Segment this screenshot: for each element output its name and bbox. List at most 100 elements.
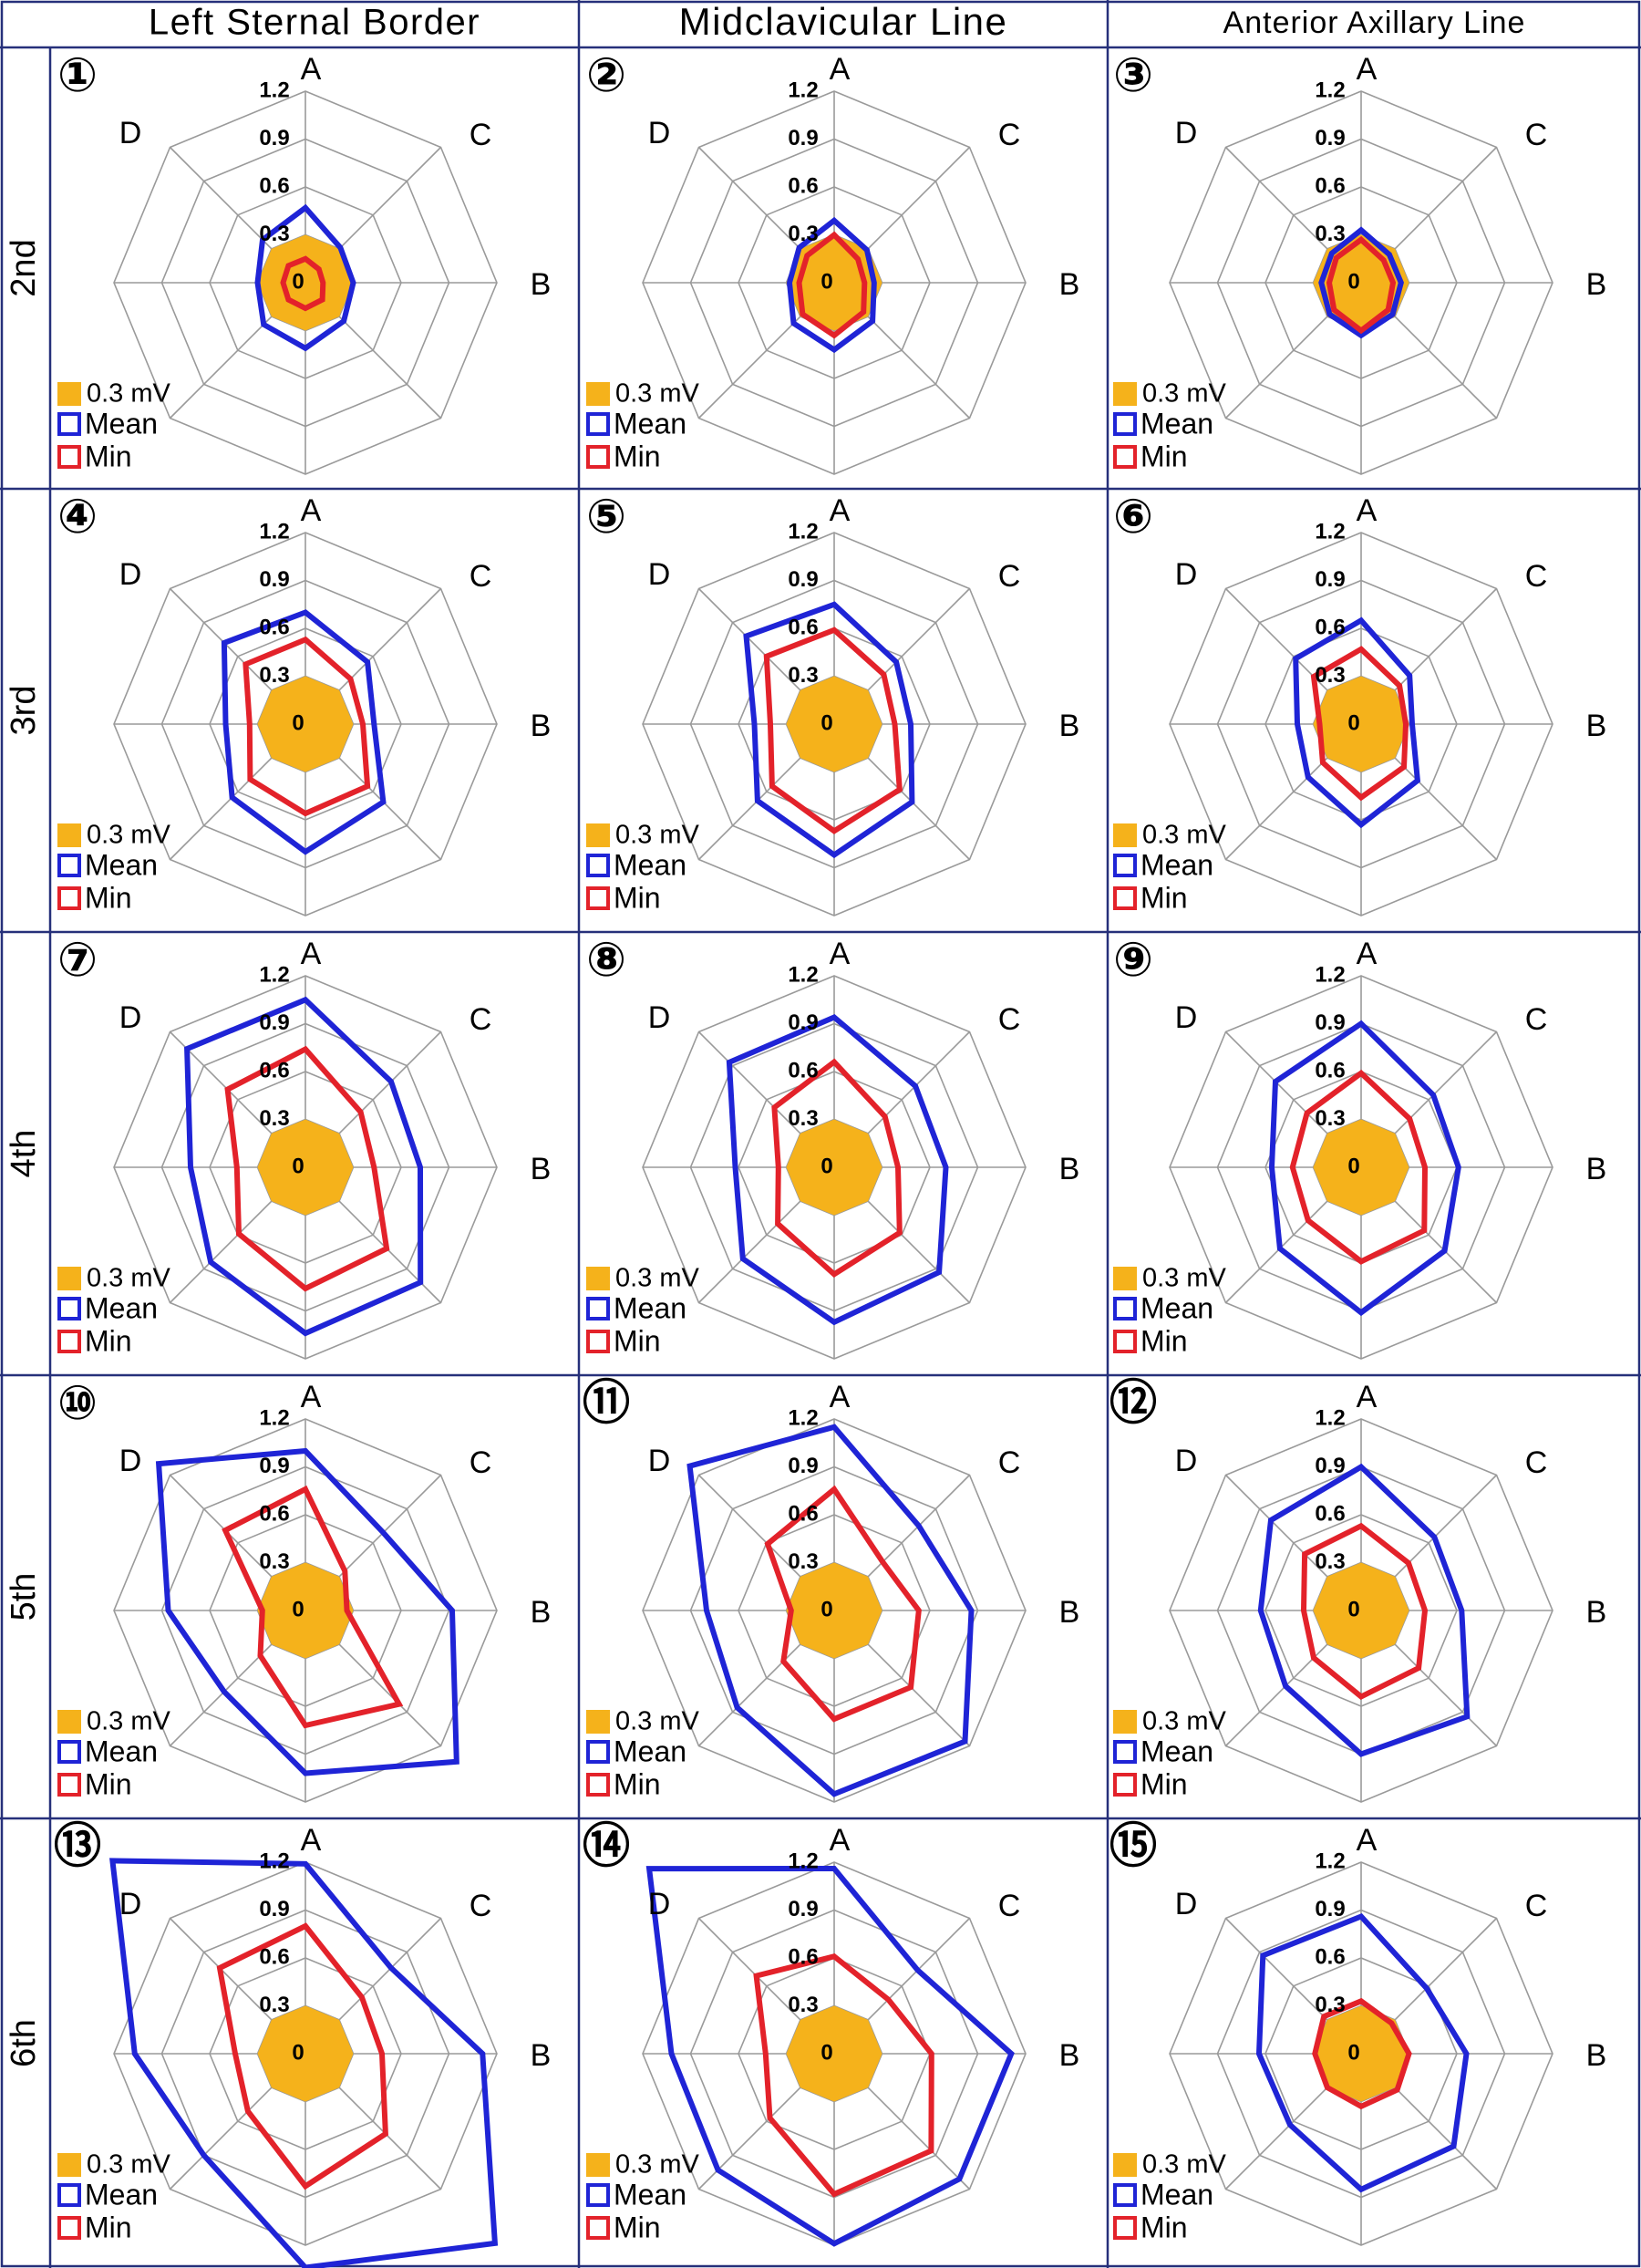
tick-label: 1.2 bbox=[1315, 1405, 1345, 1430]
axis-label-c: C bbox=[998, 118, 1021, 152]
axis-label-d: D bbox=[1175, 116, 1198, 150]
axis-label-c: C bbox=[470, 118, 492, 152]
axis-label-d: D bbox=[119, 1000, 142, 1035]
tick-label: 0.6 bbox=[788, 1501, 818, 1526]
axis-label-a: A bbox=[301, 1823, 322, 1858]
legend-label-mean: Mean bbox=[614, 407, 686, 440]
axis-label-b: B bbox=[1059, 267, 1080, 302]
tick-label: 0.3 bbox=[1315, 1993, 1345, 2017]
legend-swatch-mean bbox=[586, 412, 610, 436]
panel-number: ⑧ bbox=[586, 933, 626, 988]
legend-label-fill: 0.3 mV bbox=[615, 2150, 700, 2180]
tick-label: 0 bbox=[820, 2040, 832, 2065]
axis-label-d: D bbox=[648, 1444, 671, 1478]
series-mean bbox=[1255, 1912, 1470, 2193]
tick-label: 1.2 bbox=[259, 519, 289, 544]
legend-label-min: Min bbox=[85, 1767, 132, 1800]
tick-label: 0.9 bbox=[1315, 126, 1345, 150]
panel-number: ⑬ bbox=[54, 1819, 101, 1874]
legend-label-fill: 0.3 mV bbox=[87, 821, 171, 850]
tick-label: 1.2 bbox=[788, 1405, 818, 1430]
tick-label: 0.3 bbox=[1315, 663, 1345, 688]
axis-label-a: A bbox=[1357, 1380, 1378, 1414]
reference-area bbox=[786, 2005, 882, 2102]
panel-number: ⑩ bbox=[57, 1376, 98, 1431]
panel-number: ⑮ bbox=[1109, 1819, 1157, 1874]
legend-swatch-mean bbox=[1113, 1740, 1137, 1764]
tick-label: 0 bbox=[1347, 269, 1359, 294]
legend-swatch-fill bbox=[586, 1710, 610, 1734]
axis-label-a: A bbox=[830, 52, 851, 87]
legend-label-min: Min bbox=[1140, 440, 1188, 472]
tick-label: 0.3 bbox=[259, 1106, 289, 1131]
series-min bbox=[224, 1045, 390, 1292]
axis-label-c: C bbox=[1525, 118, 1548, 152]
axis-label-d: D bbox=[119, 116, 142, 150]
legend-swatch-min bbox=[57, 445, 81, 469]
axis-label-c: C bbox=[998, 1889, 1021, 1923]
tick-label: 0.9 bbox=[1315, 1897, 1345, 1921]
tick-label: 1.2 bbox=[259, 962, 289, 987]
tick-label: 0.9 bbox=[788, 1010, 818, 1035]
legend-swatch-mean bbox=[57, 2183, 81, 2207]
legend-swatch-min bbox=[1113, 1330, 1137, 1353]
tick-label: 1.2 bbox=[1315, 78, 1345, 102]
series-min bbox=[753, 1953, 934, 2198]
legend-label-fill: 0.3 mV bbox=[87, 379, 171, 409]
series-mean bbox=[254, 203, 356, 352]
tick-label: 0.9 bbox=[1315, 1010, 1345, 1035]
axis-label-c: C bbox=[470, 1889, 492, 1923]
axis-label-c: C bbox=[470, 1002, 492, 1037]
tick-label: 0 bbox=[292, 710, 304, 735]
axis-label-a: A bbox=[301, 493, 322, 528]
tick-label: 0 bbox=[820, 710, 832, 735]
panel-number: ⑭ bbox=[583, 1819, 630, 1874]
tick-label: 1.2 bbox=[1315, 519, 1345, 544]
reference-area bbox=[1313, 1562, 1409, 1659]
axis-label-d: D bbox=[1175, 1887, 1198, 1921]
series-min bbox=[771, 1058, 903, 1279]
axis-label-d: D bbox=[119, 1444, 142, 1478]
legend-swatch-mean bbox=[57, 854, 81, 877]
tick-label: 0.3 bbox=[1315, 222, 1345, 246]
tick-label: 0 bbox=[292, 1597, 304, 1621]
tick-label: 0.6 bbox=[259, 1944, 289, 1969]
reference-area bbox=[1313, 2005, 1409, 2102]
legend-swatch-min bbox=[586, 2216, 610, 2240]
legend-label-mean: Mean bbox=[85, 848, 158, 881]
legend-swatch-mean bbox=[1113, 1297, 1137, 1320]
axis-label-d: D bbox=[1175, 557, 1198, 592]
reference-area bbox=[257, 676, 354, 772]
axis-label-a: A bbox=[830, 493, 851, 528]
tick-label: 1.2 bbox=[788, 78, 818, 102]
legend-label-fill: 0.3 mV bbox=[1142, 379, 1227, 409]
legend-swatch-fill bbox=[1113, 2153, 1137, 2177]
legend-swatch-fill bbox=[57, 1710, 81, 1734]
tick-label: 0 bbox=[1347, 710, 1359, 735]
reference-area bbox=[786, 676, 882, 772]
tick-label: 0.3 bbox=[788, 222, 818, 246]
legend-label-fill: 0.3 mV bbox=[615, 1707, 700, 1736]
legend-label-mean: Mean bbox=[85, 1291, 158, 1324]
series-mean bbox=[1293, 616, 1421, 829]
reference-area bbox=[786, 1562, 882, 1659]
legend-swatch-fill bbox=[57, 2153, 81, 2177]
column-header-2: Midclavicular Line bbox=[679, 0, 1008, 43]
reference-area bbox=[257, 1562, 354, 1659]
column-header-1: Left Sternal Border bbox=[149, 3, 480, 43]
series-min bbox=[1300, 1522, 1429, 1701]
axis-label-c: C bbox=[1525, 559, 1548, 594]
legend-swatch-min bbox=[586, 445, 610, 469]
tick-label: 0.3 bbox=[259, 1993, 289, 2017]
